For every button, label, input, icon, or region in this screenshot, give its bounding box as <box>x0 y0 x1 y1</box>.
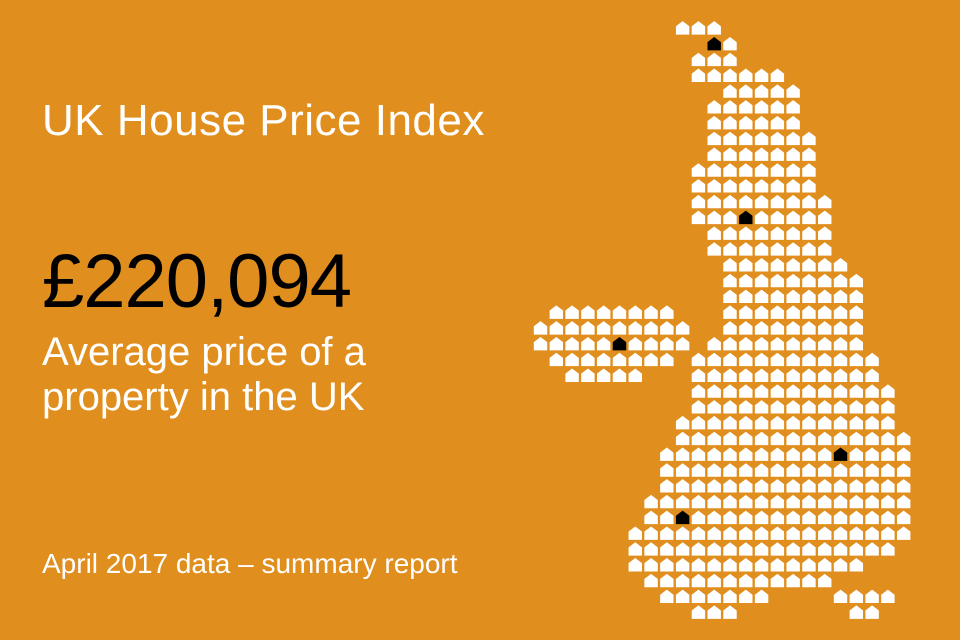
price-subtitle: Average price of a property in the UK <box>42 330 366 420</box>
headline-price: £220,094 <box>42 238 351 325</box>
uk-house-map <box>530 20 930 620</box>
infographic-canvas: UK House Price Index £220,094 Average pr… <box>0 0 960 640</box>
subtitle-line-2: property in the UK <box>42 375 364 419</box>
page-title: UK House Price Index <box>42 96 485 146</box>
uk-map-svg <box>530 20 930 620</box>
report-footer: April 2017 data – summary report <box>42 548 458 580</box>
text-block: UK House Price Index £220,094 Average pr… <box>42 0 562 640</box>
subtitle-line-1: Average price of a <box>42 330 366 374</box>
